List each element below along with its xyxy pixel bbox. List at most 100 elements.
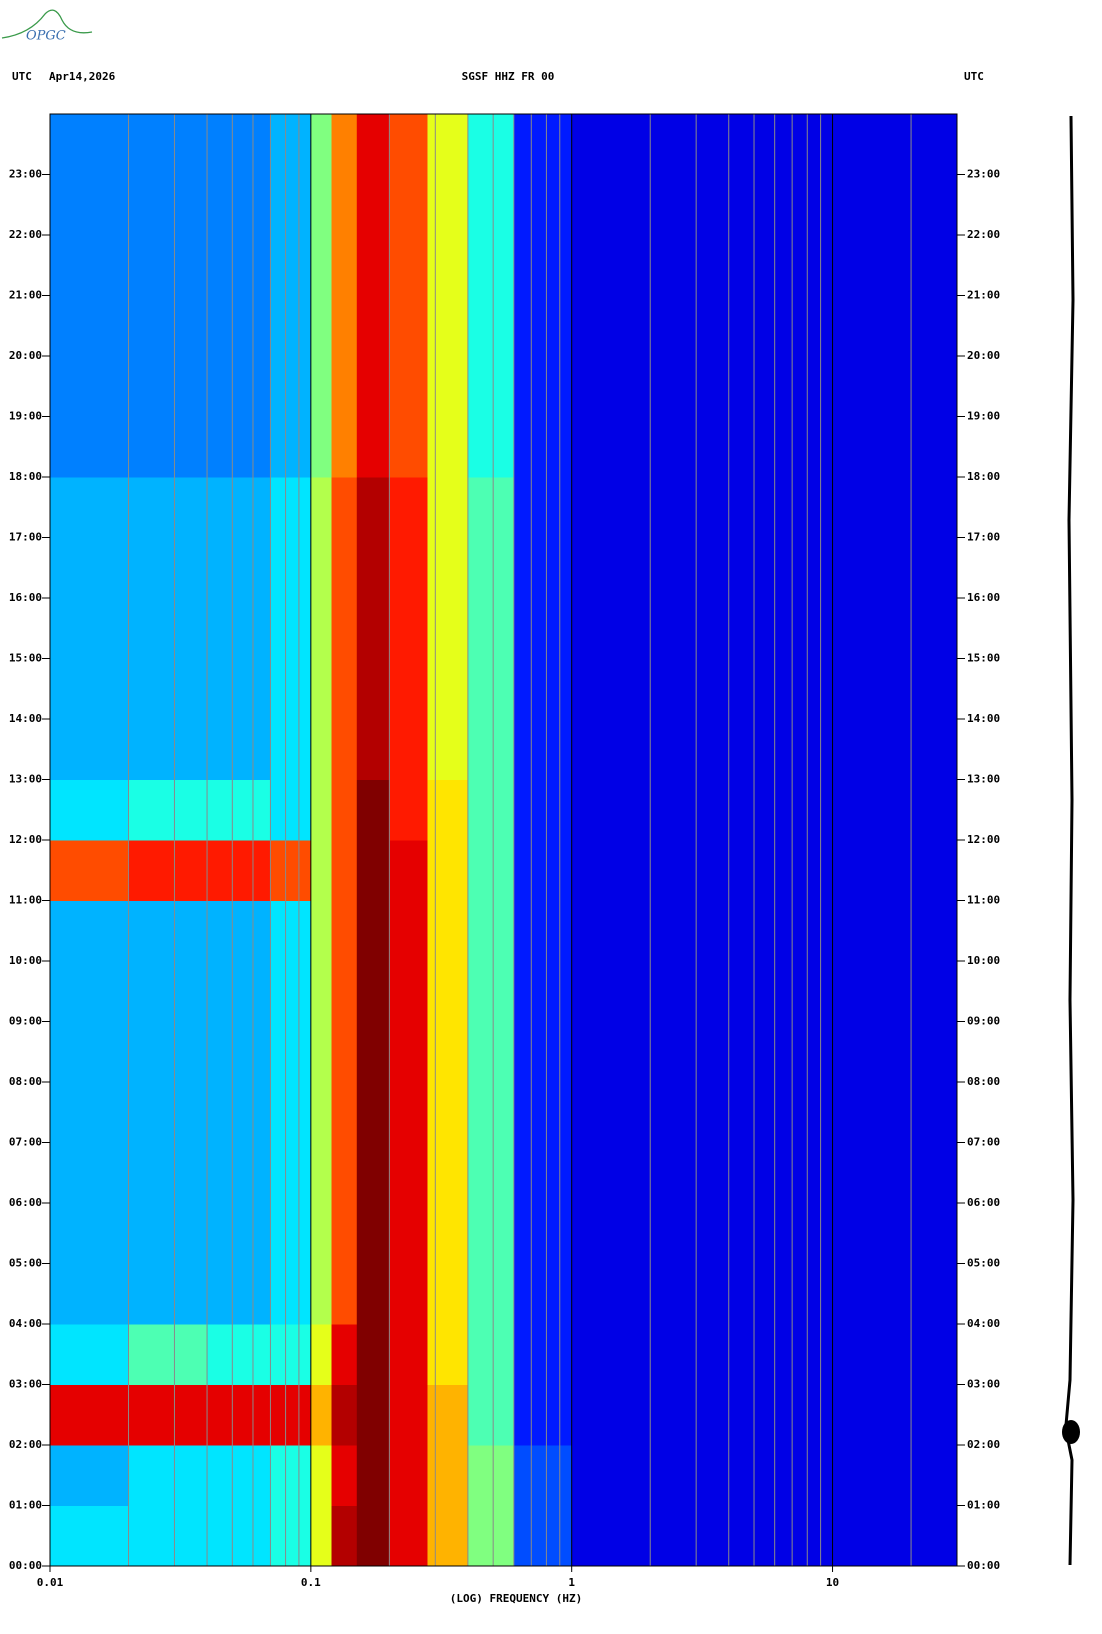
heat-cell (571, 416, 958, 478)
y-tick-label-right: 19:00 (967, 410, 1000, 423)
heat-cell (207, 235, 271, 296)
heat-cell (128, 779, 208, 841)
heat-cell (389, 1082, 428, 1143)
heat-cell (427, 598, 469, 659)
heat-cell (513, 1324, 573, 1385)
heat-cell (128, 719, 208, 780)
heat-cell (571, 840, 958, 901)
heat-cell (310, 1203, 333, 1264)
heat-cell (513, 1082, 573, 1143)
y-tick-label-left: 11:00 (9, 894, 42, 907)
heat-cell (467, 598, 515, 659)
seismogram-trace (1064, 115, 1080, 1566)
heat-cell (331, 416, 358, 478)
heat-cell (50, 235, 130, 296)
y-tick-label-right: 16:00 (967, 591, 1000, 604)
heat-cell (571, 1082, 958, 1143)
heat-cell (513, 900, 573, 962)
heat-cell (270, 1445, 312, 1506)
heat-cell (310, 779, 333, 841)
y-tick-label-right: 15:00 (967, 652, 1000, 665)
heat-cell (513, 1203, 573, 1264)
heat-cell (356, 416, 390, 478)
heat-cell (270, 174, 312, 236)
heat-cell (270, 1263, 312, 1325)
heat-cell (207, 840, 271, 901)
heat-cell (331, 1142, 358, 1204)
heat-cell (207, 598, 271, 659)
heat-cell (128, 1505, 208, 1567)
heat-cell (207, 779, 271, 841)
heat-cell (270, 114, 312, 175)
heat-cell (331, 537, 358, 599)
heat-cell (513, 598, 573, 659)
heat-cell (513, 114, 573, 175)
heat-cell (571, 658, 958, 720)
y-tick-label-right: 09:00 (967, 1015, 1000, 1028)
heat-cell (467, 174, 515, 236)
heat-cell (207, 1505, 271, 1567)
heat-cell (50, 1384, 130, 1446)
heat-cell (427, 779, 469, 841)
heat-cell (571, 1445, 958, 1506)
y-tick-label-right: 01:00 (967, 1499, 1000, 1512)
y-tick-label-left: 10:00 (9, 954, 42, 967)
heat-cell (467, 719, 515, 780)
heat-cell (207, 477, 271, 538)
heat-cell (571, 598, 958, 659)
y-tick-label-right: 05:00 (967, 1257, 1000, 1270)
heat-cell (310, 1324, 333, 1385)
y-tick-label-left: 03:00 (9, 1378, 42, 1391)
heat-cell (270, 1505, 312, 1567)
y-tick-label-left: 00:00 (9, 1559, 42, 1572)
heat-cell (356, 537, 390, 599)
heat-cell (467, 840, 515, 901)
heat-cell (571, 1142, 958, 1204)
heat-cell (128, 900, 208, 962)
heat-cell (427, 1384, 469, 1446)
heat-cell (467, 961, 515, 1022)
y-tick-label-left: 16:00 (9, 591, 42, 604)
heat-cell (389, 1021, 428, 1083)
heat-cell (513, 779, 573, 841)
heat-cell (331, 779, 358, 841)
heat-cell (427, 356, 469, 417)
heat-cell (467, 1324, 515, 1385)
heat-cell (331, 1021, 358, 1083)
heat-cell (356, 295, 390, 357)
heat-cell (571, 1021, 958, 1083)
heat-cell (310, 658, 333, 720)
heat-cell (571, 900, 958, 962)
heat-cell (207, 1445, 271, 1506)
heat-cell (50, 900, 130, 962)
heat-cell (207, 1263, 271, 1325)
heat-cell (331, 1082, 358, 1143)
heat-cell (356, 1384, 390, 1446)
heat-cell (513, 1505, 573, 1567)
y-tick-label-right: 22:00 (967, 228, 1000, 241)
heat-cell (427, 1203, 469, 1264)
heat-cell (389, 961, 428, 1022)
x-tick-label: 0.1 (301, 1576, 321, 1589)
heat-cell (128, 356, 208, 417)
heat-cell (467, 1142, 515, 1204)
heat-cell (389, 537, 428, 599)
heat-cell (389, 1505, 428, 1567)
heat-cell (571, 537, 958, 599)
heat-cell (467, 658, 515, 720)
heat-cell (128, 658, 208, 720)
heat-cell (310, 1505, 333, 1567)
heat-cell (50, 174, 130, 236)
heat-cell (128, 537, 208, 599)
heat-cell (356, 114, 390, 175)
heat-cell (467, 1505, 515, 1567)
heat-cell (207, 961, 271, 1022)
heat-cell (467, 356, 515, 417)
y-tick-label-left: 23:00 (9, 168, 42, 181)
heat-cell (310, 356, 333, 417)
heat-cell (389, 1263, 428, 1325)
heat-cell (513, 295, 573, 357)
heat-cell (128, 1384, 208, 1446)
heat-cell (331, 114, 358, 175)
